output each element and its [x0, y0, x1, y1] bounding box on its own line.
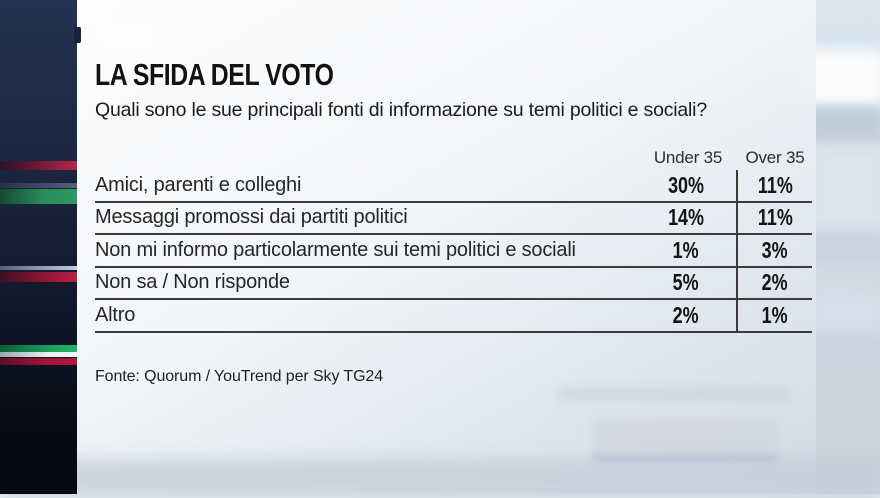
- green-stripe: [0, 345, 77, 352]
- table-header-row: Under 35 Over 35: [95, 146, 812, 170]
- column-header-under-35: Under 35: [653, 148, 723, 167]
- value-under-35: 30%: [636, 170, 738, 201]
- value-over-35: 3%: [762, 236, 788, 263]
- value-over-35: 11%: [757, 204, 793, 231]
- column-header-over-35: Over 35: [745, 148, 805, 167]
- light-stripe: [0, 266, 77, 270]
- bg-highlight-blob: [100, 24, 152, 46]
- survey-question: Quali sono le sue principali fonti di in…: [95, 99, 707, 121]
- poll-results-table: Under 35 Over 35 Amici, parenti e colleg…: [95, 146, 812, 333]
- row-label: Amici, parenti e colleghi: [95, 173, 302, 196]
- table-row: Messaggi promossi dai partiti politici 1…: [95, 202, 812, 235]
- row-label: Altro: [95, 303, 136, 326]
- edge-notch: [74, 27, 81, 43]
- bg-bokeh-shape: [808, 336, 880, 366]
- left-video-strip: [0, 0, 77, 494]
- bg-bokeh-shape: [808, 232, 880, 262]
- table-row: Altro 2% 1%: [95, 300, 812, 333]
- white-stripe: [0, 352, 77, 357]
- table-row: Non mi informo particolarmente sui temi …: [95, 235, 812, 268]
- table-row: Non sa / Non risponde 5% 2%: [95, 267, 812, 300]
- value-over-35: 1%: [762, 301, 788, 328]
- bg-bokeh-shape: [808, 290, 880, 336]
- red-stripe: [0, 272, 77, 282]
- bg-bokeh-shape: [810, 150, 880, 232]
- value-under-35: 2%: [636, 300, 738, 331]
- value-over-35: 2%: [762, 269, 788, 296]
- row-label: Messaggi promossi dai partiti politici: [95, 206, 408, 229]
- red-stripe: [0, 161, 77, 170]
- bg-bokeh-shape: [808, 106, 880, 142]
- table-row: Amici, parenti e colleghi 30% 11%: [95, 170, 812, 203]
- row-label: Non mi informo particolarmente sui temi …: [95, 238, 576, 261]
- value-under-35: 5%: [636, 267, 738, 298]
- bg-bokeh-shape: [558, 386, 790, 402]
- bg-bokeh-shape: [812, 26, 880, 52]
- value-over-35: 11%: [757, 171, 793, 198]
- green-stripe: [0, 189, 77, 204]
- value-under-35: 1%: [636, 235, 738, 266]
- row-label: Non sa / Non risponde: [95, 271, 290, 294]
- bg-bokeh-shape: [0, 458, 880, 498]
- page-title: LA SFIDA DEL VOTO: [95, 57, 334, 92]
- value-under-35: 14%: [636, 202, 738, 233]
- slate-stripe: [0, 183, 77, 188]
- red-stripe: [0, 358, 77, 365]
- info-card: [77, 0, 816, 494]
- source-attribution: Fonte: Quorum / YouTrend per Sky TG24: [95, 368, 384, 385]
